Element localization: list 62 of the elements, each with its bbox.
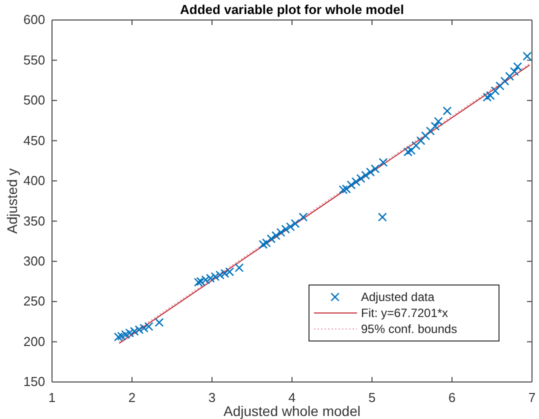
x-tick-label: 4 <box>288 390 296 405</box>
point <box>276 228 286 237</box>
point <box>298 212 308 222</box>
point <box>404 147 412 156</box>
point <box>378 158 388 167</box>
point <box>426 126 435 136</box>
point <box>266 234 276 244</box>
point <box>272 231 280 240</box>
point <box>496 81 504 90</box>
point <box>490 86 500 96</box>
point <box>486 91 495 100</box>
y-tick-label: 200 <box>23 334 46 349</box>
point <box>421 131 430 140</box>
point <box>434 116 443 126</box>
point <box>262 238 271 248</box>
x-tick-label: 6 <box>448 390 456 405</box>
x-tick-label: 7 <box>528 390 536 405</box>
legend-label: 95% conf. bounds <box>361 322 458 336</box>
point <box>346 180 356 190</box>
point <box>352 177 360 186</box>
point <box>513 62 522 72</box>
point <box>500 76 510 86</box>
y-axis-title: Adjusted y <box>4 168 20 234</box>
y-tick-label: 450 <box>23 132 46 148</box>
x-tick-label: 5 <box>368 390 376 405</box>
point <box>416 136 426 146</box>
y-tick-label: 350 <box>23 213 46 228</box>
x-tick-label: 3 <box>208 390 216 405</box>
point <box>510 67 519 76</box>
point <box>286 222 295 232</box>
x-axis-title: Adjusted whole model <box>224 403 360 419</box>
point <box>258 240 268 249</box>
point <box>338 185 348 194</box>
y-tick-label: 600 <box>23 12 46 28</box>
legend-label: Adjusted data <box>361 290 435 304</box>
y-tick-label: 550 <box>23 52 46 68</box>
point <box>361 170 370 180</box>
point <box>290 219 300 228</box>
point <box>370 164 380 174</box>
y-tick-label: 500 <box>23 92 46 108</box>
point <box>505 72 514 81</box>
y-tick-label: 250 <box>23 294 46 309</box>
y-tick-label: 300 <box>23 253 46 268</box>
x-tick-label: 1 <box>48 390 56 405</box>
point <box>154 318 164 327</box>
y-tick-label: 150 <box>23 374 46 390</box>
point <box>366 168 375 177</box>
x-tick-label: 2 <box>128 390 136 405</box>
point <box>378 212 387 222</box>
legend-label: Fit: y=67.7201*x <box>361 306 448 320</box>
point <box>442 106 452 116</box>
point <box>430 122 440 131</box>
point <box>412 141 420 150</box>
point <box>234 263 244 272</box>
y-tick-label: 400 <box>23 173 46 188</box>
point <box>482 92 492 102</box>
point <box>281 224 290 234</box>
point <box>522 52 532 61</box>
point <box>342 184 351 194</box>
chart-title: Added variable plot for whole model <box>180 2 404 17</box>
point <box>406 146 416 155</box>
point <box>356 174 366 183</box>
